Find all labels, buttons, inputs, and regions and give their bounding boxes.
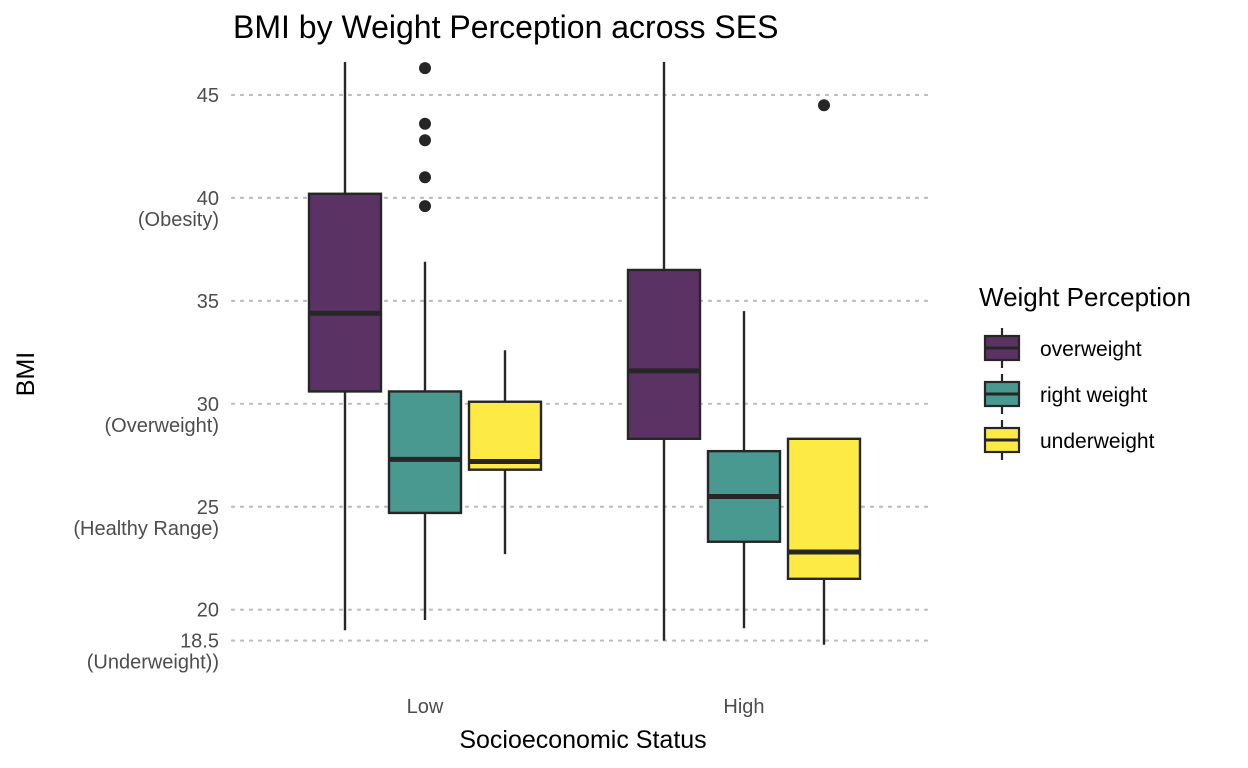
box-body bbox=[786, 437, 862, 581]
box-underweight-high bbox=[786, 99, 862, 645]
outlier-point-3 bbox=[419, 117, 431, 130]
legend-item-underweight: underweight bbox=[983, 420, 1155, 460]
y-tick-sublabel-1: (Obesity) bbox=[138, 209, 219, 231]
legend-label: right weight bbox=[1040, 384, 1148, 407]
y-tick-sublabel-3: (Overweight) bbox=[105, 415, 219, 437]
outlier-point-1 bbox=[419, 171, 431, 184]
outlier-point-0 bbox=[818, 99, 830, 112]
y-tick-sublabel-6: (Underweight)) bbox=[87, 652, 219, 674]
x-tick-labels: Low High bbox=[407, 696, 765, 718]
box-body bbox=[307, 192, 383, 393]
legend-label: overweight bbox=[1040, 338, 1142, 361]
legend-item-overweight: overweight bbox=[983, 328, 1142, 368]
legend-title: Weight Perception bbox=[979, 282, 1191, 312]
y-tick-sublabel-4: (Healthy Range) bbox=[73, 518, 219, 540]
x-axis-title: Socioeconomic Status bbox=[459, 726, 706, 754]
box-overweight-low bbox=[307, 62, 383, 631]
box-overweight-high bbox=[626, 62, 702, 641]
outlier-point-2 bbox=[419, 134, 431, 147]
box-body bbox=[467, 400, 543, 471]
y-tick-label-3: 30 bbox=[197, 394, 219, 416]
y-tick-label-0: 45 bbox=[197, 85, 219, 107]
box-right-weight-high bbox=[706, 311, 782, 629]
legend: Weight Perception overweight right weight… bbox=[979, 282, 1191, 460]
box-body bbox=[387, 390, 463, 515]
box-right-weight-low bbox=[387, 62, 463, 620]
y-axis-title: BMI bbox=[12, 352, 40, 396]
x-tick-label-0: Low bbox=[407, 696, 444, 718]
box-underweight-low bbox=[467, 350, 543, 555]
y-tick-labels: 45 40(Obesity) 35 30(Overweight) 25(Healthy … bbox=[73, 85, 219, 674]
chart-title: BMI by Weight Perception across SES bbox=[233, 9, 778, 45]
y-tick-label-5: 20 bbox=[197, 600, 219, 622]
y-tick-label-1: 40 bbox=[197, 188, 219, 210]
outlier-point-4 bbox=[419, 62, 431, 75]
outlier-point-0 bbox=[419, 200, 431, 213]
x-tick-label-1: High bbox=[723, 696, 764, 718]
box-plot-marks bbox=[307, 62, 862, 645]
box-body bbox=[626, 268, 702, 441]
legend-label: underweight bbox=[1040, 430, 1155, 453]
y-tick-label-4: 25 bbox=[197, 497, 219, 519]
y-tick-label-6: 18.5 bbox=[180, 631, 219, 653]
y-tick-label-2: 35 bbox=[197, 291, 219, 313]
legend-item-right-weight: right weight bbox=[983, 374, 1148, 414]
